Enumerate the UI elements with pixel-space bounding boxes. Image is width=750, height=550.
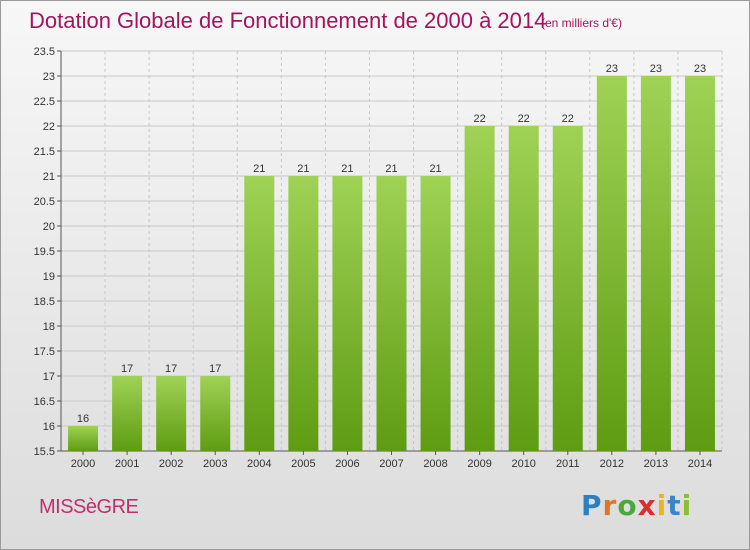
logo-letter: i [681,489,693,522]
data-label: 21 [341,163,353,175]
labels: 15.5 16 16.5 17 17.5 18 18.5 19 19.5 20 20.5 21 21.5… [34,46,713,470]
chart-subtitle: (en milliers d'€) [541,16,622,30]
data-label: 23 [694,63,706,75]
y-tick-label: 22.5 [34,96,55,108]
data-label: 17 [121,363,133,375]
logo-letter: o [617,489,638,522]
y-tick-label: 23 [43,71,55,83]
x-tick-label: 2014 [688,458,712,470]
chart-title: Dotation Globale de Fonctionnement de 20… [29,8,547,33]
bar [68,426,99,451]
bar [288,176,319,451]
bar [420,176,451,451]
bar [596,76,627,451]
y-tick-label: 20.5 [34,196,55,208]
data-label: 21 [253,163,265,175]
proxiti-logo: Proxiti [581,489,692,522]
data-label: 21 [429,163,441,175]
y-tick-label: 15.5 [34,446,55,458]
x-tick-label: 2013 [644,458,668,470]
y-tick-label: 19.5 [34,246,55,258]
x-tick-label: 2008 [423,458,447,470]
data-label: 22 [518,113,530,125]
y-tick-label: 23.5 [34,46,55,58]
bar [332,176,363,451]
logo-letter: r [602,489,618,522]
data-label: 23 [606,63,618,75]
bar [200,376,231,451]
commune-name: MISSèGRE [39,496,139,518]
y-tick-label: 19 [43,271,55,283]
y-tick-label: 18.5 [34,296,55,308]
bar [640,76,671,451]
x-tick-label: 2005 [291,458,315,470]
x-tick-label: 2009 [467,458,491,470]
bar [244,176,275,451]
x-tick-label: 2006 [335,458,359,470]
y-tick-label: 17 [43,371,55,383]
bar [376,176,407,451]
x-tick-label: 2003 [203,458,227,470]
y-tick-label: 21 [43,171,55,183]
x-tick-label: 2010 [511,458,535,470]
logo-letter: t [667,489,682,522]
bar [156,376,187,451]
data-label: 23 [650,63,662,75]
y-tick-label: 22 [43,121,55,133]
x-tick-label: 2011 [556,458,580,470]
y-tick-label: 16.5 [34,396,55,408]
bar [112,376,143,451]
x-tick-label: 2000 [71,458,95,470]
bar [508,126,539,451]
x-tick-label: 2007 [379,458,403,470]
data-label: 17 [165,363,177,375]
data-label: 21 [297,163,309,175]
logo-letter: i [656,489,668,522]
y-tick-label: 20 [43,221,55,233]
y-tick-label: 17.5 [34,346,55,358]
data-label: 22 [562,113,574,125]
bar [464,126,495,451]
data-label: 17 [209,363,221,375]
logo-letter: P [581,489,603,522]
logo-letter: x [637,489,657,522]
x-tick-label: 2004 [247,458,271,470]
x-tick-label: 2001 [115,458,139,470]
bar [684,76,715,451]
data-label: 22 [474,113,486,125]
bar [552,126,583,451]
x-tick-label: 2002 [159,458,183,470]
data-label: 16 [77,413,89,425]
y-tick-label: 18 [43,321,55,333]
y-tick-label: 21.5 [34,146,55,158]
bars [68,76,715,451]
y-tick-label: 16 [43,421,55,433]
data-label: 21 [385,163,397,175]
x-tick-label: 2012 [600,458,624,470]
